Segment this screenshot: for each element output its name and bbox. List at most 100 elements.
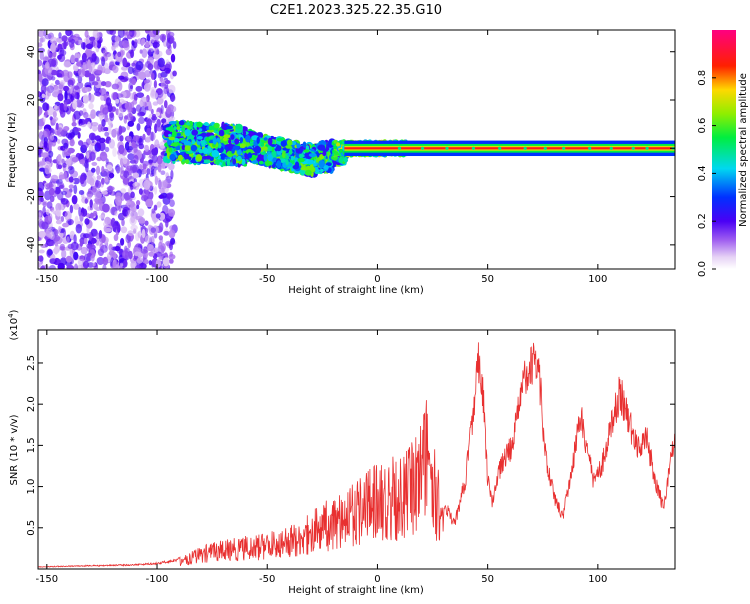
spectrogram-cell <box>138 137 143 143</box>
spectrogram-cell <box>49 116 53 121</box>
spectrogram-cell <box>310 166 316 173</box>
spectrogram-cell <box>122 177 130 185</box>
spectrogram-cell <box>165 48 172 56</box>
colorbar: 0.0 0.2 0.4 0.6 0.8 Normalized spectral ampl… <box>697 30 749 277</box>
spectrogram-cell <box>336 142 340 147</box>
spectrogram-cell <box>56 127 64 137</box>
spectrogram-cell <box>126 135 132 141</box>
spectrogram-cell <box>285 145 293 149</box>
spectrogram-cell <box>304 151 313 160</box>
spectrogram-cell <box>168 229 176 239</box>
spectrogram-cell <box>167 84 176 94</box>
spectrogram-cell <box>136 92 145 98</box>
spectrogram-cell <box>143 169 147 175</box>
spectrogram-cell <box>222 137 228 142</box>
spectrogram-cell <box>263 137 268 141</box>
colorbar-tick-label: 0.4 <box>697 165 708 181</box>
spectrogram-cell <box>72 99 78 110</box>
spectrogram-cell <box>92 262 96 267</box>
spectrogram-cell <box>61 190 68 196</box>
spectrogram-cell <box>302 141 307 148</box>
spectrogram-cell <box>129 92 135 101</box>
spectrogram-cell <box>66 264 74 269</box>
spectrogram-cell <box>103 221 108 227</box>
spectrogram-cell <box>131 40 135 46</box>
spectrogram-cell <box>186 122 191 126</box>
spectrogram-marks <box>38 30 675 269</box>
spectrogram-cell <box>145 198 154 208</box>
spectrogram-panel: -150 -100 -50 0 50 100 -40 -20 0 20 40 Height of s… <box>7 29 676 296</box>
spectrogram-cell <box>208 125 213 131</box>
spectrogram-cell <box>53 85 60 96</box>
carrier-dot <box>543 146 547 150</box>
spectrogram-cell <box>82 94 89 104</box>
spectrogram-cell <box>61 158 65 164</box>
spectrogram-cell <box>74 263 78 269</box>
spectrogram-cell <box>158 235 163 241</box>
spectrogram-cell <box>162 257 170 267</box>
y-tick-label: 2.0 <box>26 396 37 412</box>
spectrogram-cell <box>154 175 159 186</box>
spectrogram-cell <box>61 35 68 42</box>
spectrogram-cell <box>144 259 149 265</box>
spectrogram-cell <box>59 232 64 238</box>
spectrogram-cell <box>55 219 62 225</box>
spectrogram-cell <box>150 248 156 253</box>
spectrogram-cell <box>78 68 86 78</box>
spectrogram-cell <box>74 127 82 132</box>
spectrogram-cell <box>117 108 124 118</box>
spectrogram-cell <box>62 222 70 228</box>
spectrogram-cell <box>137 230 142 239</box>
spectrogram-cell <box>42 201 47 208</box>
spectrogram-cell <box>68 176 74 183</box>
spectrogram-cell <box>81 52 87 63</box>
spectrogram-cell <box>122 250 129 259</box>
spectrogram-cell <box>152 30 160 35</box>
spectrogram-cell <box>99 137 106 143</box>
spectrogram-cell <box>84 87 92 92</box>
spectrogram-cell <box>313 163 317 167</box>
x-tick-label: 100 <box>588 274 607 285</box>
spectrogram-cell <box>158 179 162 190</box>
spectrogram-cell <box>105 158 109 165</box>
spectrogram-cell <box>63 40 67 50</box>
spectrogram-cell <box>74 57 79 63</box>
spectrogram-cell <box>265 161 273 166</box>
spectrogram-cell <box>88 231 93 242</box>
spectrogram-cell <box>68 39 75 48</box>
spectrogram-cell <box>65 255 73 263</box>
carrier-dot <box>562 146 566 150</box>
spectrogram-cell <box>111 44 116 52</box>
spectrogram-cell <box>128 250 133 260</box>
spectrogram-cell <box>160 104 164 115</box>
spectrogram-cell <box>117 30 125 38</box>
spectrogram-cell <box>115 164 121 174</box>
spectrogram-cell <box>61 249 67 259</box>
spectrogram-cell <box>196 121 203 128</box>
spectrogram-cell <box>79 118 86 125</box>
spectrogram-cell <box>38 30 45 38</box>
spectrogram-cell <box>69 30 74 37</box>
spectrogram-cell <box>117 51 122 58</box>
spectrogram-xlabel: Height of straight line (km) <box>288 285 424 296</box>
spectrogram-cell <box>281 150 286 159</box>
spectrogram-cell <box>159 141 166 149</box>
spectrogram-cell <box>86 243 93 249</box>
spectrogram-cell <box>57 139 61 144</box>
spectrogram-cell <box>150 235 155 245</box>
spectrogram-cell <box>298 154 305 158</box>
snr-ylabel: SNR (10 * v/v) <box>9 414 20 485</box>
spectrogram-cell <box>91 167 96 173</box>
spectrogram-cell <box>171 142 179 147</box>
spectrogram-cell <box>44 147 49 152</box>
spectrogram-cell <box>63 142 69 149</box>
spectrogram-cell <box>91 53 97 62</box>
spectrogram-cell <box>167 31 175 38</box>
spectrogram-cell <box>67 71 73 79</box>
spectrogram-cell <box>305 169 312 176</box>
spectrogram-cell <box>124 31 133 36</box>
spectrogram-frame <box>37 29 676 270</box>
x-tick-label: -150 <box>35 574 58 585</box>
spectrogram-cell <box>46 201 53 209</box>
x-tick-label: -100 <box>146 574 169 585</box>
